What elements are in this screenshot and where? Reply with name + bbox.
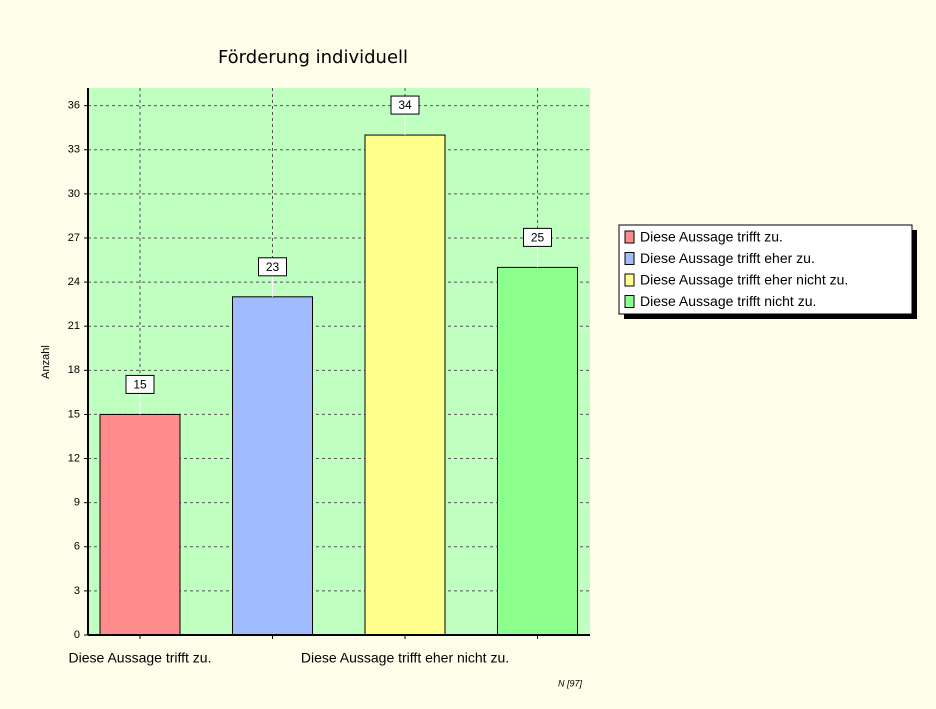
legend-label: Diese Aussage trifft zu.: [640, 229, 783, 245]
y-tick-label: 24: [68, 276, 80, 288]
y-tick-label: 30: [68, 188, 80, 200]
legend-label: Diese Aussage trifft eher nicht zu.: [640, 272, 848, 288]
y-axis-label: Anzahl: [40, 345, 52, 379]
y-tick-label: 18: [68, 364, 80, 376]
legend-label: Diese Aussage trifft nicht zu.: [640, 293, 816, 309]
x-tick-label: Diese Aussage trifft eher nicht zu.: [301, 650, 509, 666]
bar: [232, 296, 313, 636]
bar: [497, 266, 578, 636]
y-tick-label: 6: [74, 541, 80, 553]
legend-swatch: [624, 295, 635, 308]
value-label-box: [390, 95, 420, 115]
y-tick-label: 12: [68, 452, 80, 464]
legend-swatch: [624, 230, 635, 244]
value-label: 15: [133, 378, 147, 392]
legend-swatch: [624, 252, 635, 265]
value-label: 25: [531, 231, 545, 245]
value-label: 23: [266, 260, 280, 274]
y-tick-label: 21: [68, 320, 80, 332]
x-tick-label: Diese Aussage trifft zu.: [69, 650, 212, 666]
y-tick-label: 3: [74, 585, 80, 597]
y-tick-label: 9: [74, 497, 80, 509]
value-label-box: [258, 257, 287, 277]
note: N [97]: [558, 678, 583, 688]
value-label-box: [523, 227, 552, 247]
chart-title: Förderung individuell: [218, 47, 408, 68]
legend-label: Diese Aussage trifft eher zu.: [640, 250, 815, 266]
legend: [618, 224, 913, 315]
y-tick-label: 36: [68, 100, 80, 112]
value-label-box: [125, 374, 155, 394]
y-tick-label: 33: [68, 144, 80, 156]
value-label: 34: [398, 98, 412, 112]
bar: [364, 134, 446, 636]
y-tick-label: 0: [74, 629, 80, 641]
legend-swatch: [624, 273, 635, 287]
y-tick-label: 15: [68, 408, 80, 420]
bar: [99, 413, 181, 636]
y-tick-label: 27: [68, 232, 80, 244]
